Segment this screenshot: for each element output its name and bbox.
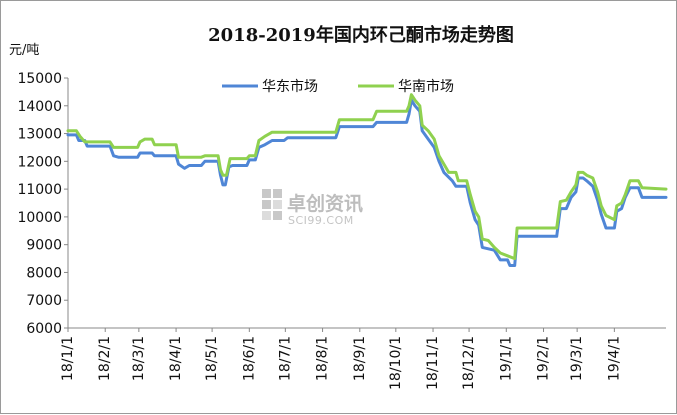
x-tick-label: 18/9/1 — [352, 336, 368, 381]
series-line-0 — [66, 98, 668, 267]
y-axis-unit-label: 元/吨 — [9, 43, 39, 58]
x-tick-label: 18/12/1 — [461, 336, 477, 390]
y-tick-label: 9000 — [26, 238, 62, 254]
x-tick-label: 18/2/1 — [97, 336, 113, 381]
watermark-logo-icon — [262, 189, 282, 220]
series-line-1 — [66, 93, 668, 261]
x-axis-ticks: 18/1/1 18/2/1 18/3/1 18/4/1 18/5/1 18/6/1 18/7… — [60, 328, 622, 390]
y-tick-label: 6000 — [26, 321, 62, 337]
y-tick-label: 11000 — [17, 182, 62, 198]
watermark-text: 卓创资讯 — [287, 192, 363, 215]
axes — [67, 78, 666, 329]
x-tick-label: 18/5/1 — [204, 336, 220, 381]
y-tick-label: 15000 — [17, 71, 62, 87]
x-tick-label: 18/6/1 — [241, 336, 257, 381]
legend-label-1: 华南市场 — [398, 78, 454, 95]
x-tick-label: 18/4/1 — [168, 336, 184, 381]
y-tick-label: 13000 — [17, 127, 62, 143]
y-axis-ticks: 6000 7000 8000 9000 10000 11000 12000 13000 1400… — [17, 71, 68, 337]
legend-label-0: 华东市场 — [262, 78, 318, 95]
x-tick-label: 18/3/1 — [131, 336, 147, 381]
x-tick-label: 18/8/1 — [315, 336, 331, 381]
x-tick-label: 18/1/1 — [60, 336, 76, 381]
series-lines — [66, 93, 668, 267]
legend: 华东市场 华南市场 — [222, 78, 454, 95]
watermark-subtext: SCI99.COM — [288, 214, 354, 227]
y-tick-label: 12000 — [17, 154, 62, 170]
x-tick-label: 18/7/1 — [277, 336, 293, 381]
y-tick-label: 8000 — [26, 265, 62, 281]
x-tick-label: 19/3/1 — [569, 336, 585, 381]
y-tick-label: 10000 — [17, 210, 62, 226]
x-tick-label: 19/2/1 — [536, 336, 552, 381]
x-tick-label: 19/1/1 — [498, 336, 514, 381]
y-tick-label: 14000 — [17, 99, 62, 115]
x-tick-label: 18/10/1 — [388, 336, 404, 390]
watermark: 卓创资讯 SCI99.COM — [262, 189, 363, 227]
x-tick-label: 19/4/1 — [606, 336, 622, 381]
y-tick-label: 7000 — [26, 293, 62, 309]
chart-title: 2018-2019年国内环己酮市场走势图 — [208, 24, 514, 46]
x-tick-label: 18/11/1 — [425, 336, 441, 390]
